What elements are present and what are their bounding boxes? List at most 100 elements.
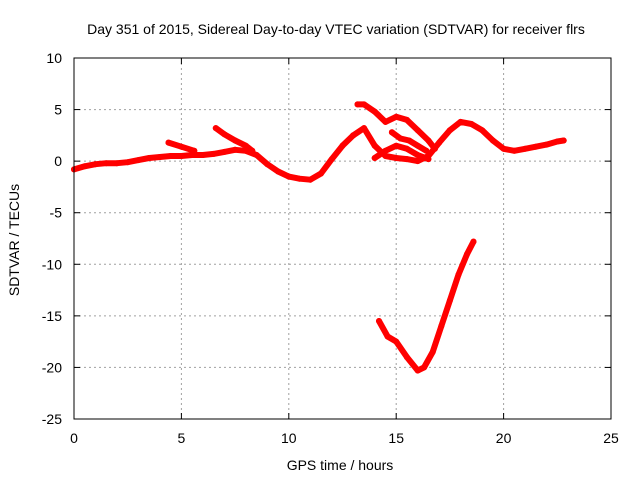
data-point [221, 131, 228, 138]
data-point [114, 160, 120, 167]
chart-title: Day 351 of 2015, Sidereal Day-to-day VTE… [87, 21, 585, 37]
y-tick-label: -5 [50, 205, 63, 221]
data-point [382, 118, 389, 125]
data-point [103, 160, 110, 167]
x-tick-label: 10 [281, 430, 297, 446]
data-point [438, 323, 445, 330]
data-point [393, 142, 400, 149]
data-point [479, 127, 486, 134]
data-point [210, 150, 217, 157]
data-point [81, 163, 88, 170]
data-point [393, 338, 400, 345]
data-point [232, 137, 239, 144]
data-point [253, 152, 260, 158]
data-point [403, 116, 410, 123]
data-point [328, 156, 335, 163]
data-point [376, 318, 382, 324]
data-point [414, 127, 421, 134]
x-tick-label: 20 [496, 430, 512, 446]
data-point [361, 101, 367, 108]
data-point [221, 148, 228, 155]
data-point [431, 145, 438, 152]
data-point [350, 132, 357, 139]
data-point [532, 143, 539, 150]
data-point [249, 147, 256, 154]
data-point [275, 168, 282, 175]
data-point [191, 147, 198, 154]
data-point [446, 127, 453, 134]
data-point [425, 156, 432, 163]
data-point [543, 141, 550, 148]
x-axis-label: GPS time / hours [287, 457, 394, 473]
data-point [156, 154, 163, 160]
data-point [423, 147, 430, 154]
y-tick-label: 5 [54, 102, 62, 118]
data-point [135, 157, 142, 164]
data-point [470, 238, 477, 245]
data-point [403, 354, 410, 361]
data-point [167, 153, 174, 159]
data-point [489, 137, 496, 144]
data-point [511, 147, 518, 154]
y-tick-label: -25 [42, 411, 62, 427]
data-point [457, 118, 464, 125]
data-point [455, 271, 462, 278]
data-point [403, 156, 410, 163]
y-axis-label: SDTVAR / TECUs [6, 184, 22, 296]
data-point [397, 135, 404, 142]
plot-frame [73, 57, 612, 420]
data-point [393, 113, 400, 120]
x-tick-label: 25 [603, 430, 619, 446]
data-point [388, 129, 395, 136]
data-point [339, 142, 346, 149]
y-tick-label: -20 [42, 359, 62, 375]
data-point [403, 145, 410, 152]
data-point [414, 152, 421, 158]
data-point [384, 333, 391, 340]
axis-ticks: 0 5 10 15 20 25 -25 -20 -15 -10 -5 0 5 10 [42, 50, 619, 446]
data-point [414, 158, 421, 165]
y-tick-label: -15 [42, 308, 62, 324]
data-point [354, 101, 361, 108]
x-tick-label: 0 [70, 430, 78, 446]
data-point [464, 251, 471, 257]
plot-area [71, 101, 567, 374]
x-tick-label: 5 [178, 430, 186, 446]
data-point [406, 137, 413, 144]
data-point [436, 139, 443, 146]
data-point [165, 139, 172, 146]
data-point [264, 161, 271, 168]
data-point [414, 142, 421, 149]
data-point [361, 125, 367, 132]
data-point [296, 175, 303, 182]
data-point [560, 137, 567, 144]
data-point [307, 176, 314, 183]
data-point [429, 349, 436, 355]
data-point [285, 173, 292, 180]
data-point [199, 152, 206, 158]
data-point [371, 142, 378, 149]
data-point [382, 147, 389, 154]
data-point [468, 121, 475, 127]
data-point [414, 367, 421, 374]
data-point [522, 145, 529, 152]
data-point [425, 137, 432, 144]
data-point [124, 159, 131, 166]
data-point [178, 153, 185, 159]
data-point [212, 125, 219, 132]
data-point [242, 142, 249, 149]
data-point [178, 143, 185, 150]
data-point [554, 138, 561, 145]
data-point [146, 155, 153, 161]
data-point [371, 108, 378, 115]
y-tick-label: 10 [46, 50, 62, 66]
data-point [446, 297, 453, 304]
data-point [371, 155, 378, 161]
data-point [232, 146, 239, 153]
data-point [318, 170, 324, 177]
data-point [393, 155, 400, 161]
x-tick-label: 15 [388, 430, 404, 446]
y-tick-label: -10 [42, 256, 62, 272]
